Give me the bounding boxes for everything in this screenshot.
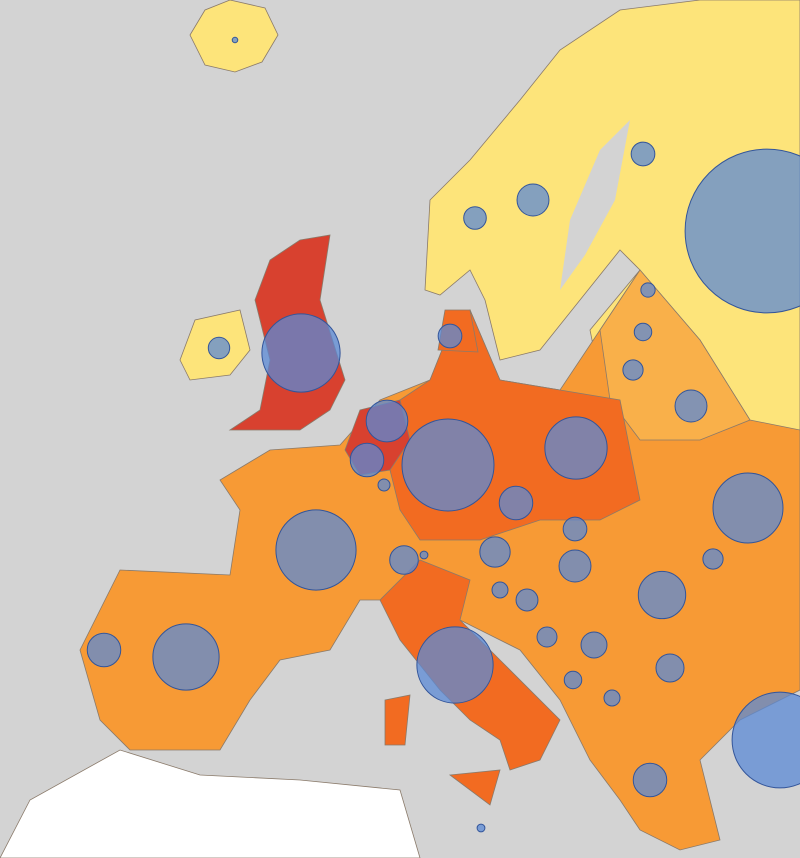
bubbles — [86, 36, 800, 833]
bubble — [622, 359, 644, 381]
bubble — [515, 588, 539, 612]
bubble — [563, 670, 583, 690]
north-africa — [0, 749, 421, 858]
bubble — [207, 336, 231, 360]
bubble — [476, 823, 486, 833]
bubble — [416, 626, 494, 704]
bubble — [580, 631, 608, 659]
bubble — [349, 442, 385, 478]
bubble — [152, 623, 220, 691]
bubble — [558, 549, 592, 583]
sicily — [448, 769, 501, 806]
bubble — [419, 550, 429, 560]
bubble — [731, 691, 800, 789]
bubble — [637, 570, 687, 620]
bubble — [86, 632, 122, 668]
bubble — [712, 472, 784, 544]
bubble — [365, 399, 409, 443]
bubble — [544, 416, 608, 480]
bubble — [401, 418, 495, 512]
bubble — [655, 653, 685, 683]
bubble — [702, 548, 724, 570]
sardinia — [384, 694, 411, 746]
bubble — [479, 536, 511, 568]
bubble — [275, 509, 357, 591]
bubble — [640, 282, 656, 298]
bubble — [389, 545, 419, 575]
bubble — [684, 148, 800, 314]
bubble — [562, 516, 588, 542]
bubble — [516, 183, 550, 217]
bubble — [633, 322, 653, 342]
bubble — [377, 478, 391, 492]
bubble — [630, 141, 656, 167]
bubble — [261, 313, 341, 393]
bubble — [674, 389, 708, 423]
bubble — [491, 581, 509, 599]
bubble — [603, 689, 621, 707]
bubble — [536, 626, 558, 648]
bubble — [498, 485, 534, 521]
bubble — [463, 206, 487, 230]
bubble — [437, 323, 463, 349]
bubble — [231, 36, 239, 44]
bubble — [632, 762, 668, 798]
iceland — [189, 0, 279, 73]
gulf — [560, 120, 630, 290]
